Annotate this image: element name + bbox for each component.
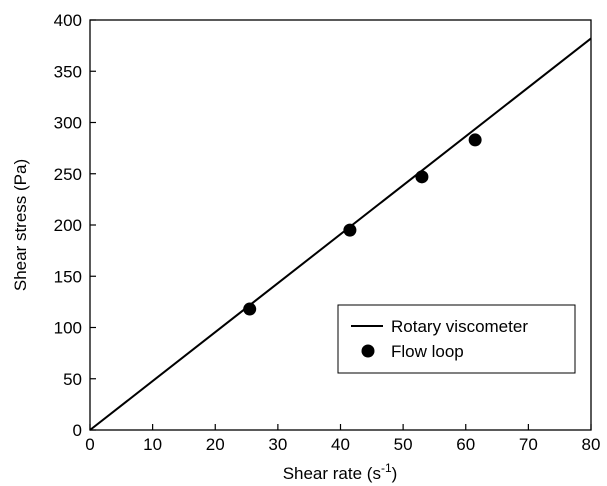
legend-label-rotary-viscometer: Rotary viscometer: [391, 317, 528, 336]
series-line-rotary-viscometer: [89, 37, 592, 431]
y-tick-label: 400: [54, 11, 82, 30]
y-tick-label: 50: [63, 370, 82, 389]
legend-box: [337, 304, 576, 374]
data-point-flow-loop: [243, 302, 257, 316]
data-point-flow-loop: [343, 223, 357, 237]
y-axis-ticks: 0 50 100 150 200 250 300 350 400: [54, 11, 96, 440]
data-point-flow-loop: [415, 170, 429, 184]
y-tick-label: 150: [54, 267, 82, 286]
data-point-flow-loop: [468, 133, 482, 147]
y-tick-label: 200: [54, 216, 82, 235]
legend: Rotary viscometer Flow loop: [337, 304, 576, 374]
y-tick-label: 350: [54, 62, 82, 81]
x-tick-label: 80: [582, 435, 601, 454]
x-tick-label: 70: [519, 435, 538, 454]
x-tick-label: 50: [394, 435, 413, 454]
y-tick-label: 100: [54, 319, 82, 338]
x-axis-title: Shear rate (s-1): [283, 461, 398, 483]
x-tick-label: 20: [206, 435, 225, 454]
x-axis-ticks: 0 10 20 30 40 50 60 70 80: [85, 424, 600, 454]
x-tick-label: 0: [85, 435, 94, 454]
legend-label-flow-loop: Flow loop: [391, 342, 464, 361]
x-tick-label: 30: [268, 435, 287, 454]
series-layer: [89, 37, 592, 431]
y-tick-label: 0: [73, 421, 82, 440]
y-axis-title: Shear stress (Pa): [11, 159, 30, 291]
y-tick-label: 300: [54, 114, 82, 133]
x-tick-label: 10: [143, 435, 162, 454]
x-tick-label: 40: [331, 435, 350, 454]
y-tick-label: 250: [54, 165, 82, 184]
x-tick-label: 60: [456, 435, 475, 454]
legend-marker-swatch: [361, 344, 375, 358]
